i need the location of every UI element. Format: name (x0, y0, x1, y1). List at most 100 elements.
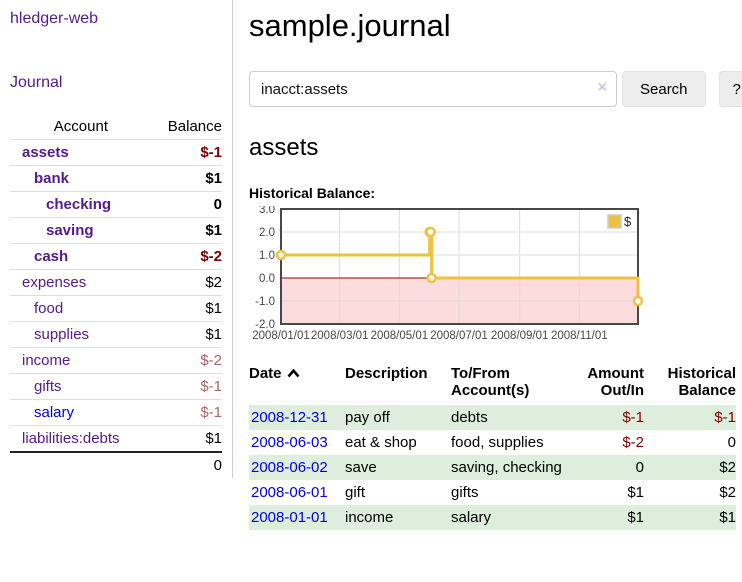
account-link[interactable]: liabilities:debts (22, 430, 120, 447)
account-link[interactable]: expenses (22, 274, 87, 291)
account-row: checking 0 (10, 191, 222, 218)
account-row: bank $1 (10, 165, 222, 192)
account-row: assets $-1 (10, 139, 222, 166)
register-header-amount: Amount Out/In (587, 365, 644, 399)
accounts-header-balance: Balance (151, 114, 222, 140)
accounts-table: Account Balance assets $-1 bank $1 (10, 114, 222, 478)
account-balance: $1 (151, 321, 222, 348)
transaction-date-link[interactable]: 2008-06-03 (251, 434, 328, 451)
svg-text:3.0: 3.0 (259, 206, 275, 216)
search-button[interactable]: Search (622, 71, 706, 107)
sidebar: hledger-web Journal Account Balance asse… (0, 0, 233, 478)
transaction-balance: $2 (719, 484, 736, 501)
transaction-date-link[interactable]: 2008-06-02 (251, 459, 328, 476)
accounts-list: assets $-1 bank $1 checking 0 savin (10, 139, 222, 453)
transaction-amount: 0 (570, 455, 644, 480)
account-link[interactable]: food (34, 300, 64, 317)
account-balance: $1 (151, 295, 222, 322)
app-window: hledger-web Journal Account Balance asse… (0, 0, 742, 550)
register-rows: 2008-12-31 pay off debts $-1 $-1 2008-06… (249, 405, 736, 530)
account-row: expenses $2 (10, 269, 222, 296)
page-title: sample.journal (249, 8, 451, 43)
sidebar-item-journal[interactable]: Journal (10, 74, 63, 91)
register-header-balance: Historical Balance (667, 365, 736, 399)
account-row: gifts $-1 (10, 373, 222, 400)
accounts-header-row: Account Balance (10, 114, 222, 140)
account-balance: $-2 (151, 243, 222, 270)
register-header-row: Date Description To/From Account(s) Amou… (249, 363, 736, 405)
account-balance: 0 (151, 191, 222, 218)
search-wrap: × (249, 71, 617, 107)
transaction-row[interactable]: 2008-12-31 pay off debts $-1 $-1 (249, 405, 736, 430)
account-balance: $2 (151, 269, 222, 296)
register-header-date[interactable]: Date (249, 363, 345, 405)
account-row: liabilities:debts $1 (10, 425, 222, 453)
svg-text:0.0: 0.0 (259, 273, 275, 285)
transaction-accounts: salary (451, 505, 570, 530)
svg-text:$: $ (624, 214, 632, 229)
svg-text:-2.0: -2.0 (255, 319, 275, 331)
transaction-date-link[interactable]: 2008-06-01 (251, 484, 328, 501)
transaction-description: eat & shop (345, 434, 417, 451)
account-row: food $1 (10, 295, 222, 322)
account-balance: $-2 (151, 347, 222, 374)
transaction-row[interactable]: 2008-06-03 eat & shop food, supplies $-2… (249, 430, 736, 455)
search-input[interactable] (249, 71, 617, 107)
account-link[interactable]: income (22, 352, 71, 369)
help-button[interactable]: ? (718, 71, 742, 107)
account-row: saving $1 (10, 217, 222, 244)
svg-text:2008/03/01: 2008/03/01 (311, 330, 369, 342)
register-table: Date Description To/From Account(s) Amou… (249, 363, 736, 530)
transaction-date-link[interactable]: 2008-12-31 (251, 409, 328, 426)
accounts-total-value: 0 (151, 451, 222, 478)
register-header-accounts: To/From Account(s) (451, 365, 530, 399)
account-row: cash $-2 (10, 243, 222, 270)
transaction-accounts: gifts (451, 484, 479, 501)
clear-search-icon[interactable]: × (597, 79, 607, 96)
accounts-total-spacer (10, 451, 152, 478)
transaction-amount: $1 (570, 505, 644, 530)
app-title: hledger-web (10, 10, 222, 28)
transaction-row[interactable]: 2008-01-01 income salary $1 $1 (249, 505, 736, 530)
account-heading: assets (249, 134, 319, 161)
transaction-amount: $-2 (622, 434, 644, 451)
account-link[interactable]: assets (22, 144, 69, 161)
transaction-row[interactable]: 2008-06-01 gift gifts $1 $2 (249, 480, 736, 505)
account-link[interactable]: gifts (34, 378, 62, 395)
register-header-date-label: Date (249, 365, 282, 382)
app-title-link[interactable]: hledger-web (10, 10, 99, 27)
account-row: income $-2 (10, 347, 222, 374)
svg-text:2008/11/01: 2008/11/01 (551, 330, 608, 342)
account-balance: $1 (151, 425, 222, 453)
historical-balance-chart: $3.0 2.0 1.0 0.0 -1.0 -2.0 2008/01/01 2008/03/0… (249, 206, 742, 348)
account-link[interactable]: bank (34, 170, 70, 187)
transaction-balance: $-1 (644, 405, 736, 430)
transaction-row[interactable]: 2008-06-02 save saving, checking 0 $2 (249, 455, 736, 480)
transaction-description: income (345, 505, 451, 530)
account-link[interactable]: checking (46, 196, 112, 213)
account-link[interactable]: saving (46, 222, 94, 239)
transaction-accounts: debts (451, 405, 570, 430)
accounts-header-account: Account (10, 114, 152, 140)
account-link[interactable]: supplies (34, 326, 90, 343)
account-link[interactable]: salary (34, 404, 75, 421)
account-balance: $-1 (151, 139, 222, 166)
svg-text:2.0: 2.0 (259, 227, 275, 239)
account-row: salary $-1 (10, 399, 222, 426)
account-balance: $1 (151, 165, 222, 192)
svg-text:-1.0: -1.0 (255, 296, 275, 308)
search-row: × Search ? (249, 71, 742, 107)
transaction-balance: $1 (644, 505, 736, 530)
account-link[interactable]: cash (34, 248, 69, 265)
main-content: sample.journal × Search ? assets Histori… (233, 0, 742, 550)
transaction-date-link[interactable]: 2008-01-01 (251, 509, 328, 526)
account-balance: $-1 (151, 399, 222, 426)
transaction-description: gift (345, 484, 366, 501)
transaction-balance: $2 (644, 455, 736, 480)
transaction-amount: $1 (627, 484, 644, 501)
transaction-balance: 0 (727, 434, 736, 451)
account-balance: $1 (151, 217, 222, 244)
register-header-description: Description (345, 365, 428, 382)
svg-text:1.0: 1.0 (259, 250, 275, 262)
accounts-total-row: 0 (10, 451, 222, 478)
